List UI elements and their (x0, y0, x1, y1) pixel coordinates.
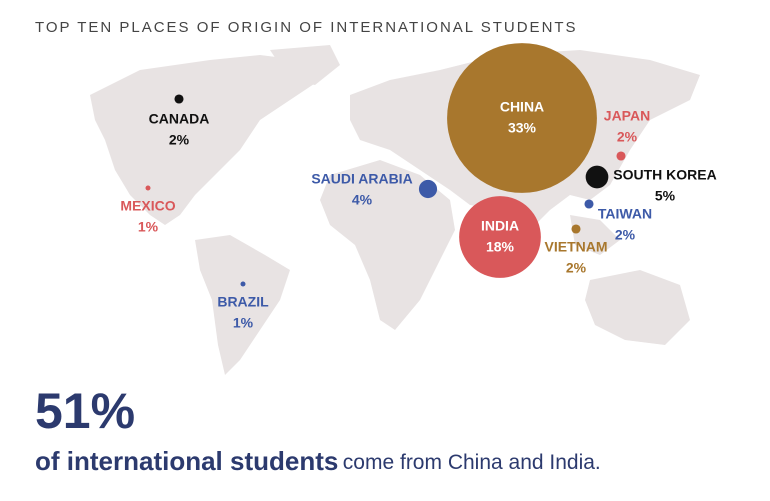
country-label: JAPAN (604, 108, 650, 124)
australia (585, 270, 690, 345)
south-america (195, 235, 290, 375)
country-label: MEXICO (120, 198, 175, 214)
north-america (90, 55, 320, 225)
country-label: BRAZIL (217, 294, 269, 310)
value-label: 1% (233, 315, 254, 331)
se-asia (570, 215, 620, 255)
value-label: 18% (486, 239, 515, 255)
value-label: 2% (615, 227, 636, 243)
country-label: TAIWAN (598, 206, 652, 222)
value-label: 1% (138, 219, 159, 235)
bubble (447, 43, 597, 193)
value-label: 2% (169, 132, 190, 148)
value-label: 33% (508, 120, 537, 136)
callout-headline: 51% (35, 383, 135, 439)
callout-bold: of international students (35, 446, 338, 476)
country-label: INDIA (481, 218, 519, 234)
value-label: 2% (617, 129, 638, 145)
country-label: VIETNAM (545, 239, 608, 255)
value-label: 4% (352, 192, 373, 208)
bubble (571, 224, 581, 234)
bubble (616, 151, 626, 161)
bubble (584, 199, 594, 209)
value-label: 5% (655, 188, 676, 204)
bubble (585, 165, 609, 189)
value-label: 2% (566, 260, 587, 276)
bubble (418, 179, 438, 199)
country-label: SAUDI ARABIA (311, 171, 412, 187)
bubble (174, 94, 184, 104)
callout-rest: come from China and India. (343, 451, 601, 474)
bubble (459, 196, 541, 278)
chart-title: TOP TEN PLACES OF ORIGIN OF INTERNATIONA… (35, 19, 578, 36)
callout-text: of international students come from Chin… (35, 446, 601, 476)
country-label: CANADA (149, 111, 210, 127)
country-label: SOUTH KOREA (613, 167, 716, 183)
country-label: CHINA (500, 99, 544, 115)
africa (320, 160, 455, 330)
greenland (270, 45, 340, 85)
bubble (240, 281, 246, 287)
bubble (145, 185, 151, 191)
